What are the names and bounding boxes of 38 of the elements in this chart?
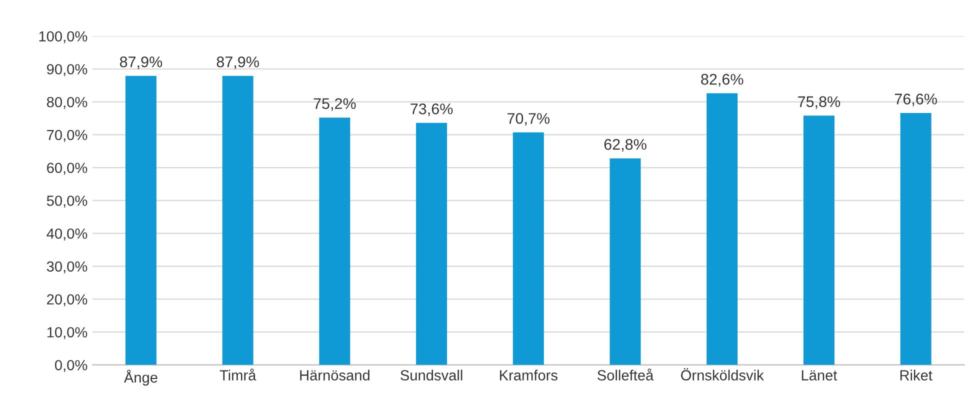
y-tick-label: 80,0% <box>46 96 88 110</box>
y-tick-label: 40,0% <box>46 228 88 241</box>
y-tick-label: 20,0% <box>47 294 88 306</box>
x-tick-label: Riket <box>900 370 932 380</box>
bar <box>512 132 544 365</box>
bar <box>319 118 350 365</box>
bar <box>610 158 641 365</box>
x-tick-label: Ånge <box>124 370 158 386</box>
bar <box>416 122 448 365</box>
x-tick-label: Örnsköldsvik <box>681 368 764 380</box>
data-label: 82,6% <box>701 74 744 87</box>
data-label: 75,2% <box>314 98 356 111</box>
x-tick-label: Timrå <box>220 368 256 380</box>
y-tick-label: 10,0% <box>47 327 88 340</box>
y-tick-label: 0,0% <box>55 360 88 372</box>
bar <box>900 113 932 365</box>
data-label: 87,9% <box>120 56 162 70</box>
data-label: 62,8% <box>604 139 646 152</box>
data-label: 73,6% <box>410 104 453 116</box>
y-tick-label: 90,0% <box>47 64 88 76</box>
bar <box>706 93 738 365</box>
x-tick-label: Kramfors <box>500 370 558 380</box>
data-label: 75,8% <box>798 96 840 109</box>
bar <box>125 76 156 365</box>
x-tick-label: Länet <box>802 370 838 380</box>
data-label: 70,7% <box>508 113 550 126</box>
y-tick-label: 100,0% <box>39 31 88 44</box>
x-tick-label: Härnösand <box>300 370 370 380</box>
data-label: 87,9% <box>216 56 259 70</box>
x-tick-label: Sundsvall <box>400 370 462 380</box>
x-tick-label: Sollefteå <box>598 368 654 380</box>
bar <box>803 116 834 365</box>
y-tick-label: 60,0% <box>47 162 88 175</box>
y-tick-label: 70,0% <box>47 130 88 142</box>
data-label: 76,6% <box>894 94 937 106</box>
bar <box>222 76 254 365</box>
y-tick-label: 30,0% <box>46 261 88 274</box>
y-tick-label: 50,0% <box>46 196 88 208</box>
